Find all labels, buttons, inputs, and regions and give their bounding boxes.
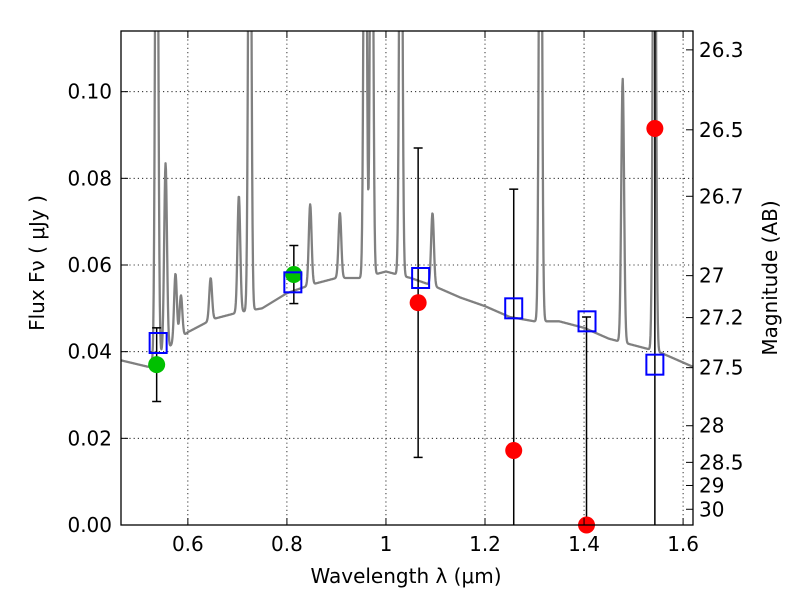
model-photometry-square <box>577 310 597 333</box>
mag-tick-label: 28 <box>699 414 724 438</box>
x-tick-label: 1.2 <box>469 532 501 556</box>
photometry-point <box>409 294 427 312</box>
axis-ticks: 0.6 0.8 1 1.2 1.4 1.6 0.00 0.02 0.04 0.06 0.08 0.10… <box>67 31 744 556</box>
photometry-point <box>148 356 166 374</box>
error-bars-layer <box>152 31 656 525</box>
y-tick-label: 0.00 <box>67 513 112 537</box>
x-tick-label: 1.4 <box>568 532 600 556</box>
mag-tick-label: 26.3 <box>699 38 744 62</box>
photometry-point <box>285 266 303 284</box>
model-spectrum-line <box>121 31 693 368</box>
y-tick-label: 0.04 <box>67 340 112 364</box>
y-axis-title: Flux Fν ( μJy ) <box>25 195 49 331</box>
y-tick-label: 0.08 <box>67 166 112 190</box>
x-tick-label: 1 <box>380 532 393 556</box>
mag-tick-label: 27 <box>699 264 724 288</box>
model-photometry-square <box>645 353 665 376</box>
photometry-point <box>505 441 523 459</box>
y-tick-label: 0.06 <box>67 253 112 277</box>
mag-tick-label: 30 <box>699 497 724 521</box>
mag-tick-label: 28.5 <box>699 450 744 474</box>
model-photometry-square <box>504 297 524 320</box>
photometry-point <box>646 120 664 137</box>
y-tick-label: 0.10 <box>67 80 112 104</box>
model-photometry-square <box>411 267 431 289</box>
mag-tick-label: 26.7 <box>699 184 744 208</box>
mag-tick-label: 27.5 <box>699 356 744 380</box>
plot-frame <box>120 30 694 526</box>
right-axis-title: Magnitude (AB) <box>758 200 782 355</box>
markers-layer <box>148 120 665 534</box>
model-photometry-square <box>148 332 168 354</box>
mag-tick-label: 27.2 <box>699 306 744 330</box>
x-tick-label: 1.6 <box>667 532 699 556</box>
model-photometry-square <box>283 271 303 294</box>
x-tick-label: 0.6 <box>172 532 204 556</box>
mag-tick-label: 29 <box>699 473 724 497</box>
y-tick-label: 0.02 <box>67 426 112 450</box>
mag-tick-label: 26.5 <box>699 118 744 142</box>
x-tick-label: 0.8 <box>271 532 303 556</box>
x-axis-title: Wavelength λ (μm) <box>310 564 501 588</box>
model-spectrum-layer <box>121 31 693 368</box>
